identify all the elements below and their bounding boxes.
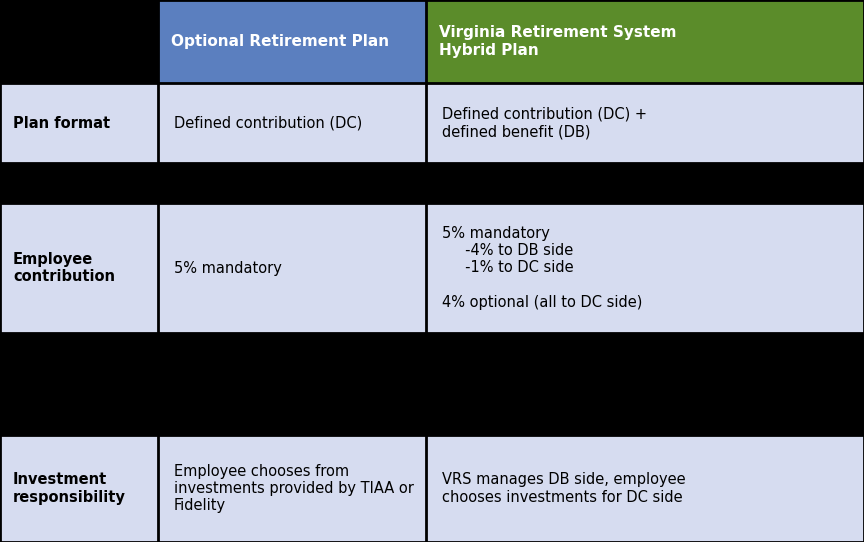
Text: Defined contribution (DC): Defined contribution (DC) — [174, 115, 362, 131]
Bar — [426, 203, 864, 333]
Bar — [0, 83, 158, 163]
Text: Virginia Retirement System
Hybrid Plan: Virginia Retirement System Hybrid Plan — [439, 25, 677, 57]
Bar — [426, 83, 864, 163]
Text: Investment
responsibility: Investment responsibility — [13, 472, 126, 505]
Text: Employee chooses from
investments provided by TIAA or
Fidelity: Employee chooses from investments provid… — [174, 463, 414, 513]
Text: Employee
contribution: Employee contribution — [13, 252, 115, 284]
Bar — [158, 435, 426, 542]
Text: Defined contribution (DC) +
defined benefit (DB): Defined contribution (DC) + defined bene… — [442, 107, 646, 139]
Bar — [0, 203, 158, 333]
Text: Optional Retirement Plan: Optional Retirement Plan — [171, 34, 389, 49]
Bar — [426, 435, 864, 542]
Bar — [158, 0, 426, 83]
Bar — [0, 435, 158, 542]
Bar — [158, 83, 426, 163]
Bar — [0, 163, 864, 203]
Bar — [426, 0, 864, 83]
Text: Plan format: Plan format — [13, 115, 110, 131]
Bar — [0, 333, 864, 435]
Bar — [0, 0, 158, 83]
Text: VRS manages DB side, employee
chooses investments for DC side: VRS manages DB side, employee chooses in… — [442, 472, 685, 505]
Text: 5% mandatory
     -4% to DB side
     -1% to DC side

4% optional (all to DC sid: 5% mandatory -4% to DB side -1% to DC si… — [442, 225, 642, 311]
Text: 5% mandatory: 5% mandatory — [174, 261, 282, 275]
Bar — [158, 203, 426, 333]
